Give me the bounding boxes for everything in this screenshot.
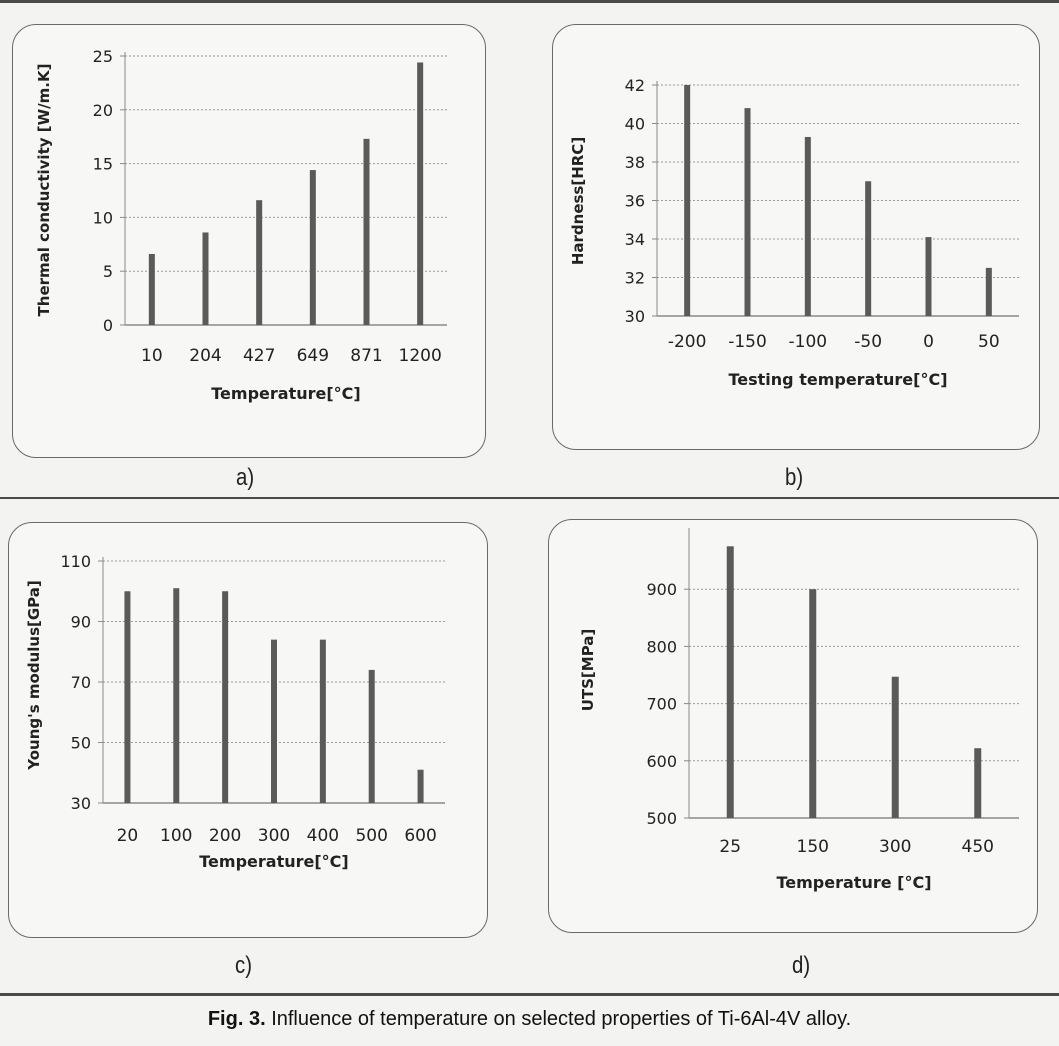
- chart-d-ytick-label: 600: [646, 752, 677, 771]
- chart-a-xtick-label: 204: [189, 346, 221, 366]
- chart-a-ytick-label: 10: [93, 208, 113, 227]
- chart-d-ytick-label: 900: [646, 580, 677, 599]
- panel-label-a: a): [236, 464, 255, 491]
- chart-b-ytick-label: 36: [625, 192, 645, 211]
- chart-c-bar: [417, 769, 424, 803]
- chart-c-ytick-label: 110: [60, 552, 91, 571]
- chart-b-bar: [985, 267, 992, 316]
- chart-panel-a: 0 5 10 15 20 25 10 204 427 649 871 1200 Temperature[…: [12, 24, 486, 458]
- chart-b-ytick-label: 30: [625, 307, 645, 326]
- chart-d-bar: [974, 748, 982, 818]
- chart-panel-d: 500 600 700 800 900 25 150 300 450 Temperature [°…: [548, 519, 1038, 933]
- chart-panel-c: 30 50 70 90 110 20 100 200 300 400 500 600 Temperatu…: [8, 522, 488, 938]
- chart-c-xtick-label: 600: [404, 826, 436, 846]
- chart-c-y-axis-title: Young's modulus[GPa]: [25, 580, 43, 770]
- chart-d-xtick-label: 450: [962, 837, 994, 857]
- chart-a-xtick-label: 427: [243, 346, 275, 366]
- chart-b-xtick-label: -200: [668, 332, 707, 352]
- chart-c-xtick-label: 400: [307, 826, 339, 846]
- chart-c-x-axis-title: Temperature[°C]: [199, 852, 348, 871]
- chart-d-xtick-label: 25: [719, 837, 741, 857]
- chart-b-y-axis-title: Hardness[HRC]: [569, 137, 587, 265]
- panel-label-d: d): [792, 952, 811, 979]
- chart-b-ytick-label: 42: [625, 76, 645, 95]
- bottom-rule: [0, 993, 1059, 996]
- chart-c-xtick-label: 200: [209, 826, 241, 846]
- middle-rule: [0, 497, 1059, 499]
- chart-a-xtick-label: 649: [297, 346, 329, 366]
- chart-a-bar: [202, 232, 209, 325]
- panel-label-c: c): [235, 952, 252, 979]
- chart-b-bar: [744, 108, 751, 316]
- chart-c-bar: [124, 591, 131, 803]
- chart-b-xtick-label: -50: [854, 332, 882, 352]
- chart-d: 500 600 700 800 900 25 150 300 450 Temperature [°…: [579, 528, 1019, 892]
- chart-b-xtick-label: 50: [978, 332, 1000, 352]
- chart-c-xtick-label: 300: [258, 826, 290, 846]
- chart-a-y-axis-title: Thermal conductivity [W/m.K]: [35, 64, 53, 317]
- chart-d-y-axis-title: UTS[MPa]: [579, 629, 597, 712]
- chart-a-bar: [363, 138, 370, 325]
- chart-b-bar: [925, 237, 932, 316]
- chart-c-xtick-label: 500: [355, 826, 387, 846]
- chart-c-bar: [222, 591, 229, 803]
- chart-a-xtick-label: 1200: [399, 346, 442, 366]
- chart-c-bar: [271, 639, 277, 803]
- figure-caption: Fig. 3. Influence of temperature on sele…: [0, 1008, 1059, 1031]
- chart-d-x-axis-title: Temperature [°C]: [776, 873, 931, 892]
- chart-d-ytick-label: 800: [646, 637, 677, 656]
- chart-d-ytick-label: 700: [646, 695, 677, 714]
- chart-a-bar: [309, 170, 316, 325]
- chart-a-ytick-label: 20: [93, 101, 113, 120]
- chart-d-bar: [726, 546, 734, 818]
- chart-a-bar: [148, 253, 155, 325]
- chart-c-bar: [368, 669, 375, 803]
- chart-d-bar: [891, 676, 899, 818]
- top-rule: [0, 0, 1059, 3]
- chart-panel-b: 30 32 34 36 38 40 42 -200 -150 -100 -50 0 50 Testing …: [552, 24, 1040, 450]
- chart-a-xtick-label: 10: [141, 346, 163, 366]
- chart-c-bar: [319, 639, 326, 803]
- chart-a-bar: [417, 62, 424, 326]
- chart-d-xtick-label: 300: [879, 837, 911, 857]
- chart-c: 30 50 70 90 110 20 100 200 300 400 500 600 Temperatu…: [25, 552, 445, 871]
- chart-b-bar: [865, 181, 872, 316]
- chart-a-ytick-label: 0: [103, 316, 113, 335]
- chart-b-ytick-label: 34: [625, 230, 645, 249]
- chart-c-xtick-label: 100: [160, 826, 192, 846]
- chart-a-xtick-label: 871: [350, 346, 382, 366]
- chart-b-ytick-label: 40: [625, 115, 645, 134]
- chart-d-xtick-label: 150: [797, 837, 829, 857]
- chart-d-bar: [809, 589, 817, 818]
- chart-a-ytick-label: 25: [93, 47, 113, 66]
- chart-c-ytick-label: 70: [71, 673, 91, 692]
- chart-b-bar: [684, 85, 691, 316]
- chart-c-ytick-label: 90: [71, 613, 91, 632]
- chart-a-ytick-label: 5: [103, 262, 113, 281]
- chart-b-xtick-label: 0: [923, 332, 934, 352]
- caption-text: Influence of temperature on selected pro…: [265, 1008, 852, 1030]
- chart-b-bar: [804, 136, 811, 316]
- chart-a-bar: [256, 200, 263, 325]
- chart-b-xtick-label: -150: [728, 332, 767, 352]
- chart-a-x-axis-title: Temperature[°C]: [211, 384, 360, 403]
- chart-c-ytick-label: 30: [71, 794, 91, 813]
- caption-prefix: Fig. 3.: [207, 1008, 266, 1030]
- chart-a-ytick-label: 15: [93, 155, 113, 174]
- chart-c-ytick-label: 50: [71, 734, 91, 753]
- chart-b: 30 32 34 36 38 40 42 -200 -150 -100 -50 0 50 Testing …: [569, 76, 1019, 389]
- chart-b-ytick-label: 38: [625, 153, 645, 172]
- chart-c-bar: [173, 588, 180, 803]
- chart-c-xtick-label: 20: [117, 826, 139, 846]
- chart-b-xtick-label: -100: [789, 332, 828, 352]
- chart-a: 0 5 10 15 20 25 10 204 427 649 871 1200 Temperature[…: [35, 47, 447, 403]
- chart-d-ytick-label: 500: [646, 809, 677, 828]
- panel-label-b: b): [785, 464, 804, 491]
- chart-b-x-axis-title: Testing temperature[°C]: [728, 370, 947, 389]
- chart-b-ytick-label: 32: [625, 269, 645, 288]
